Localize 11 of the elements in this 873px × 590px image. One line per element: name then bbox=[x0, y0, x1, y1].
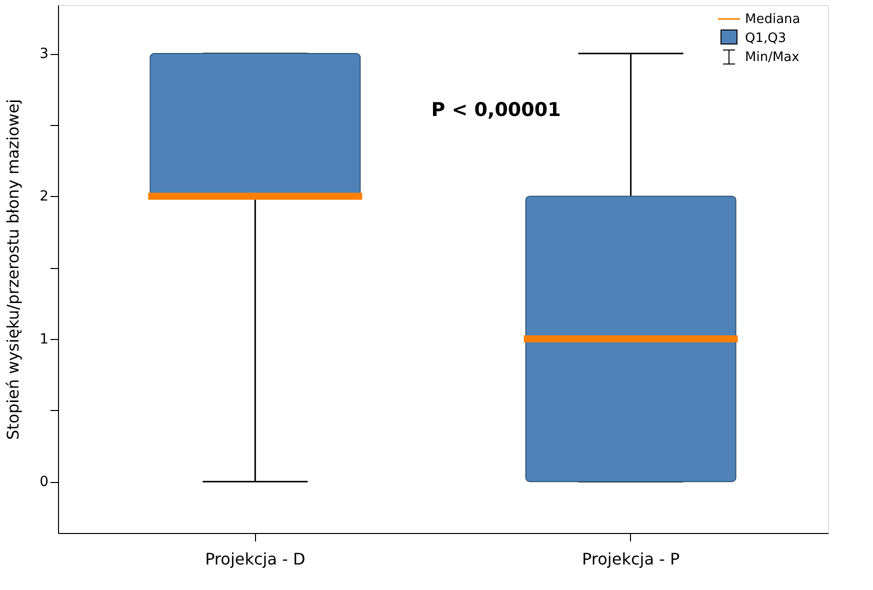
x-tick-label: Projekcja - D bbox=[205, 550, 306, 568]
annotation: Mediana bbox=[745, 12, 800, 27]
y-tick-label: 3 bbox=[40, 46, 48, 62]
annotation: P < 0,00001 bbox=[431, 99, 561, 121]
y-tick-label: 1 bbox=[40, 331, 48, 348]
x-tick-label: Projekcja - P bbox=[582, 550, 680, 568]
y-tick-label: 0 bbox=[40, 474, 48, 490]
legend-label: Q1,Q3 bbox=[745, 31, 786, 46]
y-tick-label: 2 bbox=[40, 188, 48, 205]
annotation: Min/Max bbox=[745, 50, 800, 65]
y-axis-title: Stopień wysięku/przerostu błony maziowej bbox=[4, 99, 23, 440]
